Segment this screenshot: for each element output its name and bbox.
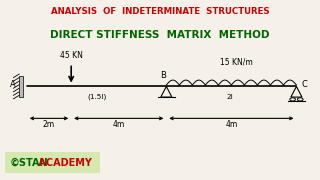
- Text: 4m: 4m: [225, 120, 237, 129]
- Text: A: A: [10, 80, 15, 89]
- Text: DIRECT STIFFNESS  MATRIX  METHOD: DIRECT STIFFNESS MATRIX METHOD: [50, 30, 270, 40]
- Text: 2m: 2m: [43, 120, 55, 129]
- Bar: [4, 152, 100, 173]
- Text: C: C: [301, 80, 307, 89]
- Text: 15 KN/m: 15 KN/m: [220, 57, 252, 66]
- Text: ANALYSIS  OF  INDETERMINATE  STRUCTURES: ANALYSIS OF INDETERMINATE STRUCTURES: [51, 7, 269, 16]
- Text: ACADEMY: ACADEMY: [35, 158, 92, 168]
- Text: ©STAN: ©STAN: [9, 158, 48, 168]
- Text: 2I: 2I: [227, 94, 233, 100]
- Bar: [19, 76, 23, 97]
- Text: B: B: [160, 71, 166, 80]
- Text: 4m: 4m: [113, 120, 125, 129]
- Text: 45 KN: 45 KN: [60, 51, 83, 60]
- Text: (1.5I): (1.5I): [87, 94, 106, 100]
